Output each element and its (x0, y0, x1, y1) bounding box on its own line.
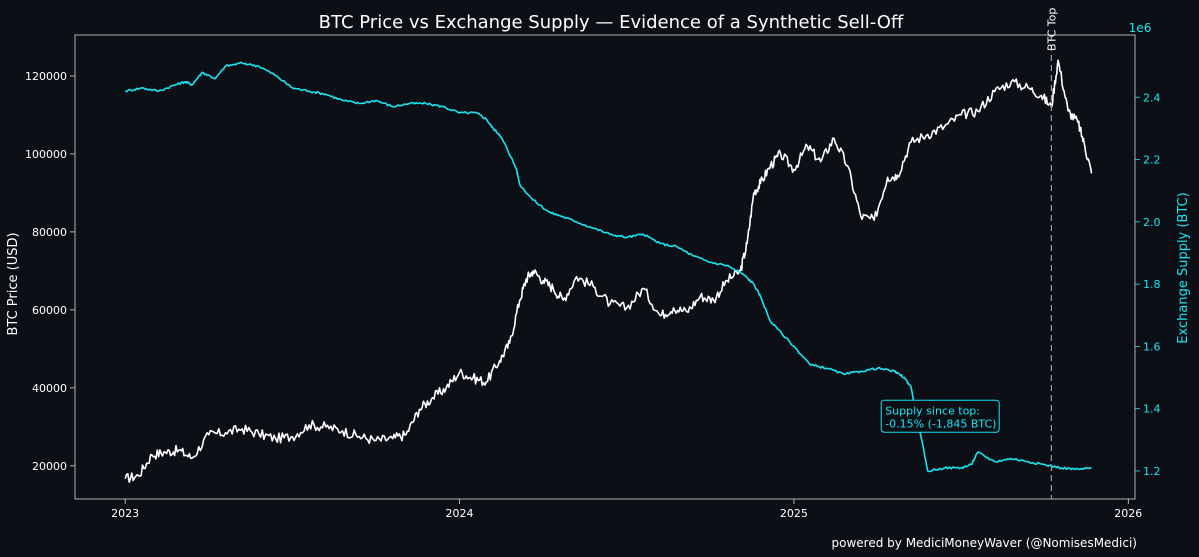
right-y-tick-label: 1.4 (1143, 403, 1161, 416)
left-y-tick-label: 40000 (32, 382, 67, 395)
btc-price-line (124, 59, 1093, 483)
right-axis-offset-label: 1e6 (1129, 21, 1152, 35)
x-tick-label: 2023 (111, 507, 139, 520)
right-y-tick-label: 2.0 (1143, 216, 1161, 229)
exchange-supply-line (124, 61, 1092, 473)
left-y-tick-label: 80000 (32, 226, 67, 239)
x-tick-label: 2024 (446, 507, 474, 520)
right-y-tick-label: 2.4 (1143, 91, 1161, 104)
right-y-tick-label: 1.6 (1143, 340, 1161, 353)
chart-title: BTC Price vs Exchange Supply — Evidence … (319, 12, 904, 33)
left-y-tick-label: 120000 (25, 70, 67, 83)
btc-top-label: BTC Top (1045, 8, 1058, 51)
plot-frame (74, 34, 1136, 500)
left-y-tick-label: 100000 (25, 148, 67, 161)
left-y-tick-label: 60000 (32, 304, 67, 317)
supply-annotation-text: -0.15% (-1,845 BTC) (885, 417, 996, 430)
right-axis-label: Exchange Supply (BTC) (1176, 192, 1191, 343)
right-y-tick-label: 1.8 (1143, 278, 1161, 291)
footer-credit: powered by MediciMoneyWaver (@NomisesMed… (832, 536, 1137, 550)
x-tick-label: 2025 (780, 507, 808, 520)
right-y-tick-label: 1.2 (1143, 465, 1161, 478)
supply-annotation-text: Supply since top: (885, 404, 980, 417)
left-y-tick-label: 20000 (32, 460, 67, 473)
plot-area: 2023 2024 2025 2026 20000 40000 60000 80000 1000… (25, 8, 1161, 520)
supply-annotation-box: Supply since top:-0.15% (-1,845 BTC) (880, 399, 1000, 433)
left-axis-label: BTC Price (USD) (6, 232, 21, 335)
x-tick-label: 2026 (1114, 507, 1142, 520)
supply-annotation-frame (880, 399, 1000, 433)
right-y-tick-label: 2.2 (1143, 154, 1161, 167)
